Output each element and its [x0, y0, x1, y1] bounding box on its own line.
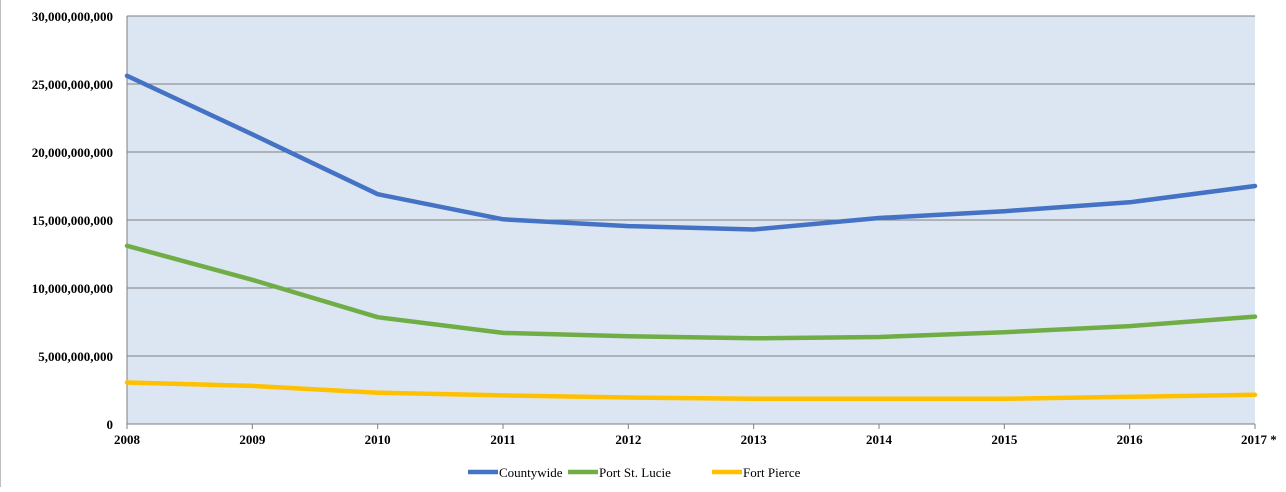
legend-label: Fort Pierce: [743, 465, 801, 480]
x-tick-label: 2014: [866, 432, 893, 447]
legend: Countywide Port St. Lucie Fort Pierce: [468, 465, 801, 480]
x-tick-label: 2015: [991, 432, 1018, 447]
legend-label: Countywide: [499, 465, 563, 480]
x-tick-label: 2008: [114, 432, 141, 447]
x-tick-label: 2012: [615, 432, 641, 447]
y-tick-label: 30,000,000,000: [32, 9, 113, 24]
x-tick-label: 2017 *: [1241, 432, 1277, 447]
y-axis-tick-labels: 0 5,000,000,000 10,000,000,000 15,000,000,0…: [32, 9, 113, 432]
series-lines: [124, 73, 1258, 402]
y-tick-label: 0: [107, 417, 114, 432]
x-tick-label: 2010: [365, 432, 391, 447]
x-tick-label: 2013: [741, 432, 768, 447]
y-tick-label: 20,000,000,000: [32, 145, 113, 160]
y-tick-label: 15,000,000,000: [32, 213, 113, 228]
series-line-fort-pierce: [124, 380, 1258, 402]
y-tick-label: 10,000,000,000: [32, 281, 113, 296]
x-axis-tick-labels: 2008 2009 2010 2011 2012 2013 2014 2015 2016 2017…: [114, 432, 1277, 447]
series-line-port-st-lucie: [124, 243, 1258, 341]
x-tick-label: 2016: [1117, 432, 1144, 447]
axes: [126, 16, 1256, 429]
y-tick-label: 25,000,000,000: [32, 77, 113, 92]
x-tick-label: 2011: [490, 432, 515, 447]
series-line-countywide: [124, 73, 1258, 232]
legend-label: Port St. Lucie: [599, 465, 671, 480]
y-tick-label: 5,000,000,000: [38, 349, 113, 364]
x-tick-label: 2009: [239, 432, 266, 447]
